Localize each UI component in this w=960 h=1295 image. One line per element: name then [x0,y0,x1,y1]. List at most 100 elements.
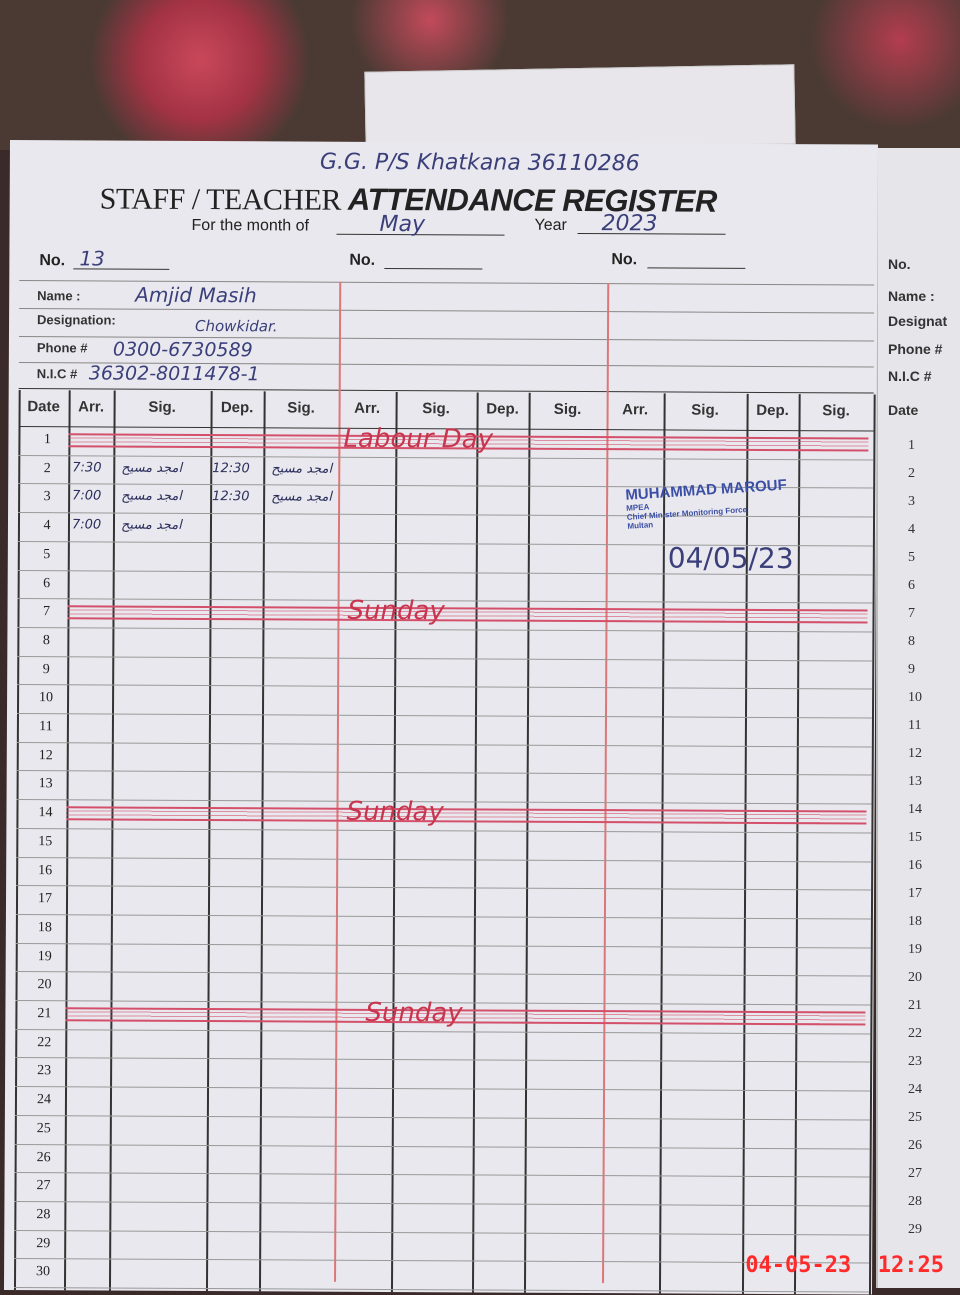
no-label-3: No. [611,251,638,269]
right-page-date: 5 [908,550,915,565]
row-date: 19 [37,948,52,964]
row-date: 11 [39,719,53,735]
cell-sig: امجد مسیح [121,460,183,476]
row-date: 8 [42,633,50,649]
right-page-date: 24 [908,1082,922,1097]
row-rule [15,1086,871,1092]
column-rule [868,394,876,1295]
right-page-label: Phone # [888,341,943,357]
row-rule [14,1143,870,1150]
right-page-date: 21 [908,998,922,1013]
row-date: 28 [36,1207,51,1223]
right-page-label: Date [888,402,919,418]
right-page-date: 28 [908,1194,922,1209]
holiday-label: Labour Day [343,423,494,455]
row-date: 22 [37,1034,52,1050]
column-rule [108,390,116,1291]
year-label: Year [534,216,567,234]
holiday-label: Sunday [365,997,463,1029]
row-rule [14,1114,870,1121]
row-rule [17,626,873,633]
right-page-date: 19 [908,942,922,957]
row-rule [16,856,872,863]
right-page-date: 8 [908,634,915,649]
column-rule [793,394,801,1295]
right-page-date: 1 [908,438,915,453]
column-header-sig: Sig. [287,399,315,417]
right-page-label: No. [888,256,911,272]
row-rule [16,827,872,834]
month-value: May [379,211,426,238]
row-rule [18,454,874,461]
right-page: No. Name : Designat Phone # N.I.C # Date 1 2 3 4 5… [876,148,960,1288]
row-date: 20 [37,977,52,993]
row-rule [16,799,872,805]
nic-value: 36302-8011478-1 [88,362,260,386]
right-page-date: 18 [908,914,922,929]
column-rule [523,392,531,1293]
school-note: G.G. P/S Khatkana 36110286 [319,149,640,177]
column-header-sig: Sig. [691,401,719,419]
row-rule [13,1287,869,1293]
row-rule [17,598,873,604]
row-rule [16,885,872,891]
nic-label: N.I.C # [36,366,78,382]
row-date: 25 [36,1120,51,1137]
row-date: 13 [38,776,53,792]
row-date: 4 [43,518,51,534]
right-page-date: 14 [908,802,922,817]
row-date: 2 [43,460,51,476]
row-rule [15,942,871,949]
row-date: 5 [43,546,51,563]
right-page-date: 20 [908,970,922,985]
column-rule [205,391,213,1292]
phone-value: 0300-6730589 [112,338,253,362]
right-page-date: 23 [908,1054,922,1069]
cell-dep: 12:30 [212,460,250,476]
row-date: 26 [36,1149,51,1165]
no-label-1: No. [39,252,66,270]
cell-dep: 12:30 [212,489,250,505]
cell-arr: 7:00 [72,488,102,504]
row-date: 9 [42,661,50,677]
right-page-date: 29 [908,1222,922,1237]
paper-slip [364,64,796,152]
right-page-date: 7 [908,606,915,621]
holiday-strike [67,605,868,624]
column-rule [471,392,479,1293]
row-rule [15,1057,871,1063]
column-rule [741,393,749,1294]
right-page-label: Name : [888,288,935,304]
row-rule [15,1028,871,1035]
holiday-label: Sunday [346,796,444,828]
column-header-sig: Sig. [148,398,176,416]
column-header-sig: Sig. [422,400,450,418]
designation-label: Designation: [37,312,116,328]
row-rule [16,770,872,776]
no-label-2: No. [349,251,376,269]
row-date: 23 [37,1063,52,1079]
no-value-1: 13 [79,246,105,271]
row-date: 3 [43,489,51,505]
right-page-date: 12 [908,746,922,761]
right-page-date: 16 [908,858,922,873]
row-date: 30 [36,1264,51,1280]
right-page-date: 9 [908,662,915,677]
column-header-date: Date [27,398,60,416]
row-date: 6 [43,575,51,591]
row-date: 16 [38,862,53,878]
year-value: 2023 [601,211,658,237]
right-page-date: 11 [908,718,922,733]
name-label: Name : [37,288,81,304]
right-page-date: 10 [908,690,922,705]
right-page-date: 27 [908,1166,922,1181]
official-stamp: MUHAMMAD MAROUF MPEA Chief Minister Moni… [624,476,788,531]
right-page-date: 2 [908,466,915,481]
name-value: Amjid Masih [135,282,257,308]
column-header-dep: Dep. [756,401,789,420]
column-header-arr: Arr. [354,399,381,417]
right-page-date: 4 [908,522,915,537]
right-page-date: 15 [908,830,922,845]
row-rule [15,971,871,977]
row-date: 27 [36,1178,51,1194]
